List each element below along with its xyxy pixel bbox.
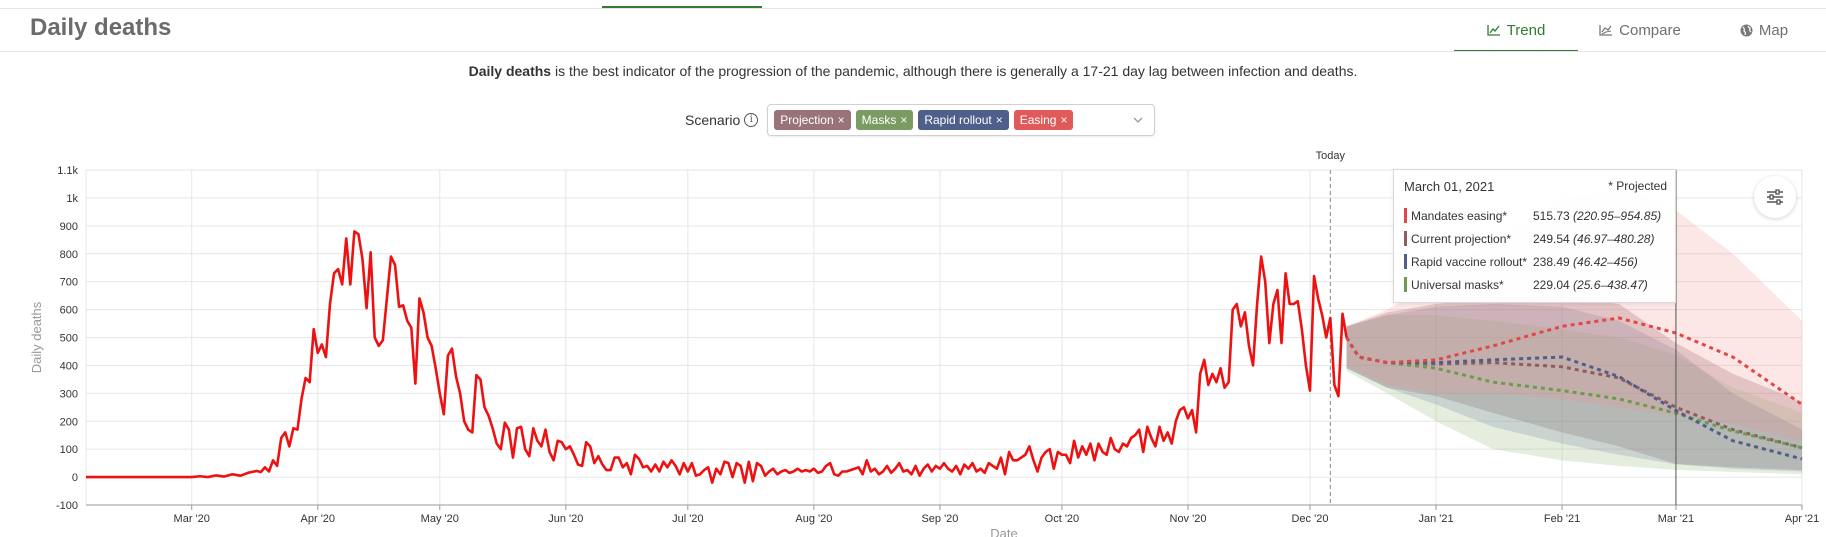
series-color-swatch [1404,254,1407,269]
info-icon[interactable]: i [744,113,759,127]
series-range: (46.97–480.28) [1573,232,1655,246]
x-axis-label: Date [990,526,1017,537]
tag-label: Projection [780,113,834,127]
x-tick-label: Dec '20 [1291,513,1328,525]
tooltip-row-rapid-rollout: Rapid vaccine rollout* 238.49 (46.42–456) [1404,253,1672,272]
remove-tag-icon[interactable]: × [837,113,845,127]
projection-band [1346,315,1802,475]
tooltip-row-projection: Current projection* 249.54 (46.97–480.28) [1404,230,1672,249]
series-value: 515.73 [1533,209,1570,223]
top-border [0,8,1826,9]
x-tick-label: Mar '21 [1658,513,1694,525]
projection-band [1346,304,1802,472]
scenario-tag-projection[interactable]: Projection × [774,110,851,130]
projection-band [1346,295,1802,471]
scenario-tag-easing[interactable]: Easing × [1013,110,1074,130]
active-nav-indicator [602,6,762,8]
series-value: 249.54 [1533,232,1570,246]
x-tick-label: Apr '21 [1785,513,1820,525]
scenario-tag-rapid-rollout[interactable]: Rapid rollout × [918,110,1009,130]
tab-trend-label: Trend [1506,21,1546,39]
scenario-tag-masks[interactable]: Masks × [855,110,914,130]
y-tick-label: 0 [72,472,78,484]
series-name: Mandates easing* [1411,209,1508,223]
compare-chart-icon [1599,25,1613,36]
tab-map-label: Map [1758,21,1789,39]
x-tick-label: Jun '20 [548,513,583,525]
y-tick-label: 300 [60,388,78,400]
page-title: Daily deaths [30,14,172,41]
x-tick-label: Nov '20 [1170,513,1207,525]
series-name: Current projection* [1411,232,1512,246]
series-value: 229.04 [1533,278,1570,292]
y-tick-label: 900 [60,221,78,233]
scenario-selector-row: Scenario i Projection × Masks × Rapid roll… [685,104,1156,136]
y-tick-label: 100 [60,444,78,456]
today-label: Today [1316,150,1346,162]
chevron-down-icon[interactable] [1132,114,1144,126]
x-tick-label: Mar '20 [174,513,210,525]
series-name: Universal masks* [1411,278,1504,292]
projection-line [1345,336,1803,450]
x-tick-label: Oct '20 [1045,513,1080,525]
series-color-swatch [1404,231,1407,246]
x-tick-label: May '20 [421,513,459,525]
tag-label: Masks [861,113,897,127]
y-tick-label: 200 [60,416,78,428]
tooltip-row-easing: Mandates easing* 515.73 (220.95–954.85) [1404,207,1672,226]
view-tabs: Trend Compare Map [1454,10,1826,52]
actual-deaths-line [86,230,1348,484]
x-tick-label: Sep '20 [921,513,958,525]
chart-settings-button[interactable] [1754,176,1796,218]
line-chart-icon [1487,25,1500,36]
header-divider [0,51,1826,52]
projection-line [1345,336,1803,450]
y-tick-label: 1.1k [57,165,78,177]
x-tick-label: Feb '21 [1544,513,1580,525]
series-range: (25.6–438.47) [1573,278,1648,292]
scenario-label: Scenario [685,112,741,128]
series-value: 238.49 [1533,255,1570,269]
y-tick-label: 500 [60,333,78,345]
sliders-icon [1767,189,1783,205]
description: Daily deaths is the best indicator of th… [0,63,1826,79]
y-tick-label: 800 [60,249,78,261]
projection-line [1345,336,1803,461]
projection-band [1346,186,1802,441]
scenario-multiselect[interactable]: Projection × Masks × Rapid rollout × Easing… [767,104,1156,136]
y-tick-label: 600 [60,305,78,317]
chart-tooltip: March 01, 2021 * Projected Mandates easi… [1393,169,1676,303]
remove-tag-icon[interactable]: × [900,113,908,127]
y-tick-label: -100 [56,500,78,512]
x-tick-label: Jul '20 [672,513,703,525]
tag-label: Easing [1019,113,1057,127]
series-range: (46.42–456) [1573,255,1638,269]
remove-tag-icon[interactable]: × [995,113,1003,127]
tooltip-date: March 01, 2021 [1404,179,1495,194]
globe-icon [1740,24,1753,36]
projection-line [1345,316,1803,406]
tooltip-note: * Projected [1608,179,1667,193]
y-tick-label: 700 [60,277,78,289]
y-tick-label: 400 [60,360,78,372]
x-tick-label: Apr '20 [301,513,336,525]
description-text: is the best indicator of the progression… [551,63,1358,79]
series-color-swatch [1404,277,1407,292]
tag-label: Rapid rollout [924,113,992,127]
y-axis-label: Daily deaths [29,301,44,373]
series-range: (220.95–954.85) [1573,209,1662,223]
x-tick-label: Jan '21 [1418,513,1453,525]
remove-tag-icon[interactable]: × [1060,113,1068,127]
tab-compare[interactable]: Compare [1578,10,1702,50]
series-color-swatch [1404,208,1407,223]
series-name: Rapid vaccine rollout* [1411,255,1528,269]
y-tick-label: 1k [66,193,78,205]
x-tick-label: Aug '20 [795,513,832,525]
tab-compare-label: Compare [1619,21,1681,39]
description-bold: Daily deaths [468,63,552,79]
tab-map[interactable]: Map [1702,10,1826,50]
tooltip-row-masks: Universal masks* 229.04 (25.6–438.47) [1404,276,1672,295]
